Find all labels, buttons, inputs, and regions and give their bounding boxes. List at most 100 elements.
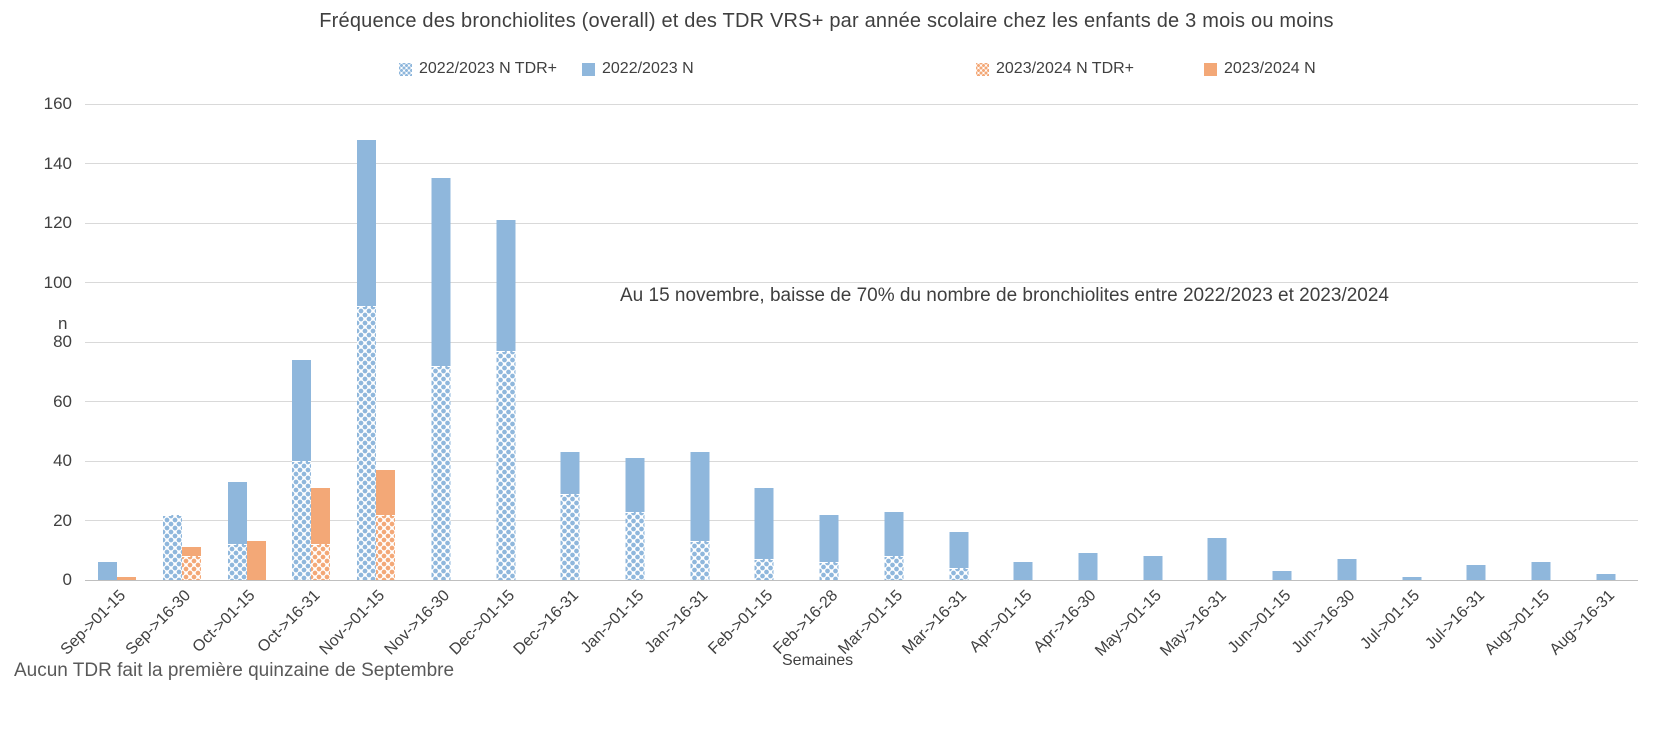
- category-slot-Jul->16-31: Jul->16-31: [1422, 104, 1509, 653]
- bar-segment-n-orange: [246, 541, 266, 580]
- bar-stack-blue-Nov->01-15: [357, 139, 377, 580]
- bar-segment-tdr-blue: [884, 556, 904, 580]
- x-axis-title: Semaines: [782, 652, 854, 669]
- bar-stack-blue-Jan->16-31: [690, 452, 710, 580]
- x-tick-label-Apr->01-15: Apr->01-15: [966, 587, 1036, 656]
- category-slot-Mar->01-15: Mar->01-15: [835, 104, 927, 658]
- x-tick-label-Jul->01-15: Jul->01-15: [1357, 587, 1424, 653]
- legend-label: 2023/2024 N TDR+: [996, 60, 1135, 77]
- bar-stack-orange-Oct->01-15: [246, 541, 266, 580]
- y-tick-label-80: 80: [53, 332, 72, 351]
- x-tick-label-Jul->16-31: Jul->16-31: [1422, 587, 1489, 653]
- bar-segment-tdr-blue: [625, 511, 645, 580]
- category-slot-Apr->01-15: Apr->01-15: [966, 104, 1056, 656]
- x-tick-label-Aug->01-15: Aug->01-15: [1481, 587, 1553, 659]
- bar-stack-blue-Aug->16-31: [1596, 574, 1616, 580]
- x-tick-label-Jan->16-31: Jan->16-31: [642, 587, 712, 657]
- bar-cluster: [949, 532, 969, 580]
- bar-stack-blue-Oct->01-15: [227, 481, 247, 580]
- bar-segment-n-blue: [754, 487, 774, 560]
- legend-swatch-solid-orange: [1204, 62, 1217, 76]
- category-slot-Jan->16-31: Jan->16-31: [642, 104, 732, 657]
- plot-area: 0 20 40 60 80 100 120 140 160 Sep->01-15 Sep->16-3…: [44, 94, 1638, 660]
- bar-segment-n-blue: [1078, 553, 1098, 580]
- bar-segment-tdr-blue: [819, 562, 839, 580]
- y-tick-label-120: 120: [43, 213, 72, 232]
- bar-stack-blue-Jun->16-30: [1337, 559, 1357, 580]
- bar-segment-tdr-orange: [376, 514, 396, 580]
- category-slot-Jan->01-15: Jan->01-15: [577, 104, 668, 657]
- category-slot-Jul->01-15: Jul->01-15: [1358, 104, 1444, 653]
- bar-stack-blue-Dec->01-15: [496, 220, 516, 580]
- x-axis-line: [85, 579, 1638, 581]
- category-slot-Dec->16-31: Dec->16-31: [511, 104, 603, 658]
- bar-segment-n-blue: [357, 139, 377, 307]
- bar-stack-blue-Mar->01-15: [884, 511, 904, 580]
- legend-swatch-pattern-orange: [976, 62, 989, 76]
- category-slot-Nov->16-30: Nov->16-30: [381, 104, 474, 658]
- bar-segment-n-blue: [1596, 574, 1616, 580]
- bar-segment-n-orange: [117, 577, 137, 580]
- bar-stack-blue-Mar->16-31: [949, 532, 969, 580]
- x-tick-label-Oct->16-31: Oct->16-31: [254, 587, 324, 656]
- bar-cluster: [1531, 562, 1551, 580]
- bar-segment-n-orange: [376, 469, 396, 515]
- y-axis-title: n: [58, 314, 68, 333]
- bar-segment-n-blue: [1272, 571, 1292, 580]
- x-tick-label-Oct->01-15: Oct->01-15: [189, 587, 259, 656]
- y-tick-label-20: 20: [53, 510, 72, 530]
- category-slot-Dec->01-15: Dec->01-15: [446, 104, 538, 658]
- annotation-text: Au 15 novembre, baisse de 70% du nombre …: [620, 285, 1389, 306]
- bar-segment-n-blue: [1466, 565, 1486, 580]
- bar-cluster: [1337, 559, 1357, 580]
- bar-cluster: [1207, 538, 1227, 580]
- gridline-160: [85, 103, 1638, 105]
- y-tick-label-40: 40: [53, 451, 72, 470]
- gridline-140: [85, 163, 1638, 164]
- gridline-60: [85, 401, 1638, 402]
- bar-stack-orange-Oct->16-31: [311, 487, 331, 580]
- category-slot-Nov->01-15: Nov->01-15: [317, 104, 409, 658]
- bar-stack-blue-Oct->16-31: [292, 359, 312, 580]
- bar-cluster: [625, 458, 645, 580]
- category-slot-May->01-15: May->01-15: [1092, 104, 1185, 660]
- category-slot-Jun->16-30: Jun->16-30: [1289, 104, 1379, 657]
- bar-segment-n-blue: [949, 532, 969, 569]
- bar-segment-tdr-blue: [227, 544, 247, 580]
- bar-segment-n-blue: [98, 562, 118, 580]
- x-tick-label-Apr->16-30: Apr->16-30: [1031, 587, 1101, 656]
- bar-cluster: [227, 481, 266, 580]
- category-slot-Aug->01-15: Aug->01-15: [1481, 104, 1574, 658]
- bar-segment-tdr-blue: [431, 365, 451, 580]
- footnote-text: Aucun TDR fait la première quinzaine de …: [14, 660, 455, 681]
- legend-label: 2022/2023 N: [602, 60, 694, 77]
- bar-cluster: [819, 514, 839, 580]
- y-tick-label-160: 160: [43, 94, 72, 113]
- legend-item-1: 2022/2023 N TDR+: [399, 59, 557, 79]
- bar-cluster: [431, 178, 451, 580]
- x-tick-label-Dec->16-31: Dec->16-31: [510, 587, 583, 659]
- y-tick-label-100: 100: [43, 272, 72, 292]
- bar-segment-n-blue: [431, 178, 451, 366]
- bar-stack-blue-Sep->01-15: [98, 562, 118, 580]
- x-tick-label-Sep->01-15: Sep->01-15: [57, 587, 130, 659]
- gridline-20: [85, 520, 1638, 521]
- category-slot-Feb->01-15: Feb->01-15: [706, 104, 797, 658]
- bar-stack-blue-May->16-31: [1207, 538, 1227, 580]
- category-slot-Oct->01-15: Oct->01-15: [190, 104, 279, 656]
- bar-segment-n-blue: [292, 359, 312, 461]
- bar-cluster: [98, 562, 137, 580]
- x-tick-label-Dec->01-15: Dec->01-15: [446, 587, 518, 659]
- bar-stack-blue-Sep->16-30: [163, 514, 183, 580]
- bar-cluster: [560, 452, 580, 580]
- bar-segment-tdr-blue: [357, 306, 377, 580]
- gridline-120: [85, 222, 1638, 224]
- category-slot-Mar->16-31: Mar->16-31: [900, 104, 991, 658]
- x-tick-label-May->16-31: May->16-31: [1156, 587, 1230, 660]
- bar-stack-blue-Apr->16-30: [1078, 553, 1098, 580]
- bar-stack-blue-Feb->01-15: [754, 487, 774, 580]
- bar-segment-tdr-blue: [292, 461, 312, 580]
- bar-cluster: [496, 220, 516, 580]
- bar-cluster: [1013, 562, 1033, 580]
- legend-label: 2022/2023 N TDR+: [419, 60, 558, 77]
